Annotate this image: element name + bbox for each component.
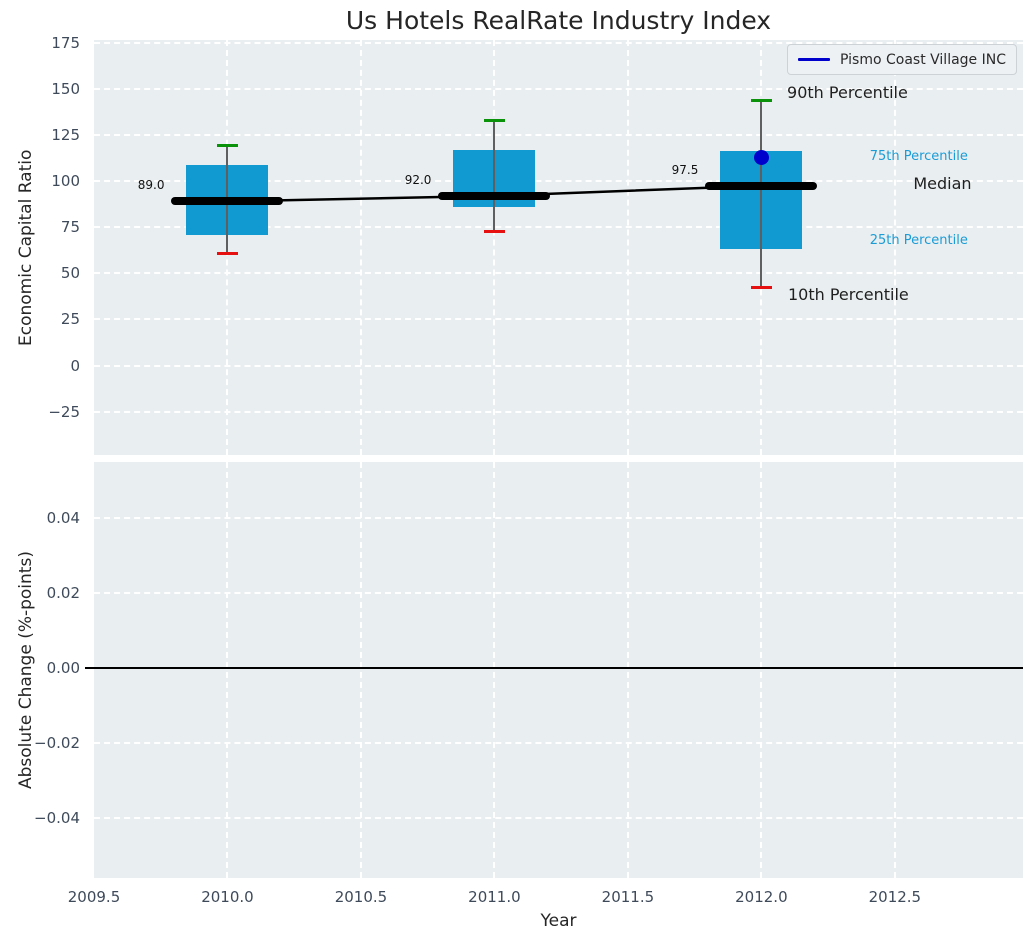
gridline-vertical [493,462,496,878]
y-tick-label: 100 [51,172,80,191]
y-tick-label: 125 [51,125,80,144]
y-tick-label: 0.04 [46,508,80,527]
y-tick-label: 0.00 [46,658,80,677]
plot-area-top: Pismo Coast Village INC 89.0 92.0 97.5 90th… [94,40,1023,455]
y-tick-label: 25 [60,310,80,329]
gridline-horizontal [94,133,1023,136]
x-tick-label: 2011.5 [601,888,655,906]
percentile-annotation: 10th Percentile [787,285,909,305]
gridline-vertical [626,40,629,455]
median-line [705,181,818,190]
chart-title: Us Hotels RealRate Industry Index [345,6,772,35]
gridline-vertical [893,40,896,455]
x-tick-label: 2009.5 [67,888,121,906]
gridline-horizontal [94,318,1023,321]
x-axis-label: Year [540,911,577,931]
percentile-annotation: 90th Percentile [787,83,908,103]
percentile-annotation: 75th Percentile [869,149,968,165]
gridline-horizontal [94,816,1023,819]
x-tick-label: 2012.5 [868,888,922,906]
y-tick-label: 75 [60,218,80,237]
plot-area-bottom [85,462,1023,878]
x-tick-label: 2011.0 [468,888,521,906]
x-tick-label: 2010.5 [334,888,388,906]
y-tick-label: −25 [48,402,80,421]
gridline-horizontal [94,364,1023,367]
gridline-horizontal [94,180,1023,183]
gridline-horizontal [94,41,1023,44]
legend-label: Pismo Coast Village INC [840,51,1006,68]
y-tick-label: 150 [51,79,80,98]
zero-line [85,666,1023,669]
whisker-cap-10th [750,285,772,289]
gridline-horizontal [94,741,1023,744]
whisker-cap-90th [483,118,505,122]
y-tick-label: −0.02 [34,733,80,752]
top-y-axis-label: Economic Capital Ratio [16,149,36,346]
gridline-vertical [760,462,763,878]
gridline-horizontal [94,272,1023,275]
legend-line-swatch [798,58,831,61]
x-tick-label: 2010.0 [201,888,254,906]
x-tick-label: 2012.0 [735,888,788,906]
median-line [171,197,284,206]
gridline-horizontal [94,87,1023,90]
gridline-horizontal [94,410,1023,413]
gridline-horizontal [94,591,1023,594]
whisker-line [493,120,496,232]
whisker-cap-10th [216,251,238,255]
y-tick-label: −0.04 [34,808,80,827]
y-tick-label: 0.02 [46,583,80,602]
y-tick-label: 175 [51,33,80,52]
median-value-label: 89.0 [137,178,165,193]
median-line [438,191,551,200]
median-value-label: 97.5 [671,162,699,177]
gridline-vertical [893,462,896,878]
percentile-annotation: Median [913,173,972,193]
gridline-vertical [359,40,362,455]
whisker-cap-90th [216,143,238,147]
whisker-cap-90th [750,99,772,103]
whisker-cap-10th [483,230,505,234]
y-tick-label: 50 [60,264,80,283]
whisker-line [760,100,763,288]
percentile-annotation: 25th Percentile [869,233,968,249]
gridline-vertical [226,462,229,878]
company-marker [753,149,769,165]
legend: Pismo Coast Village INC [787,44,1017,75]
gridline-vertical [493,40,496,455]
gridline-vertical [359,462,362,878]
gridline-vertical [626,462,629,878]
median-value-label: 92.0 [404,172,432,187]
gridline-horizontal [94,516,1023,519]
y-tick-label: 0 [70,356,80,375]
gridline-horizontal [94,226,1023,229]
